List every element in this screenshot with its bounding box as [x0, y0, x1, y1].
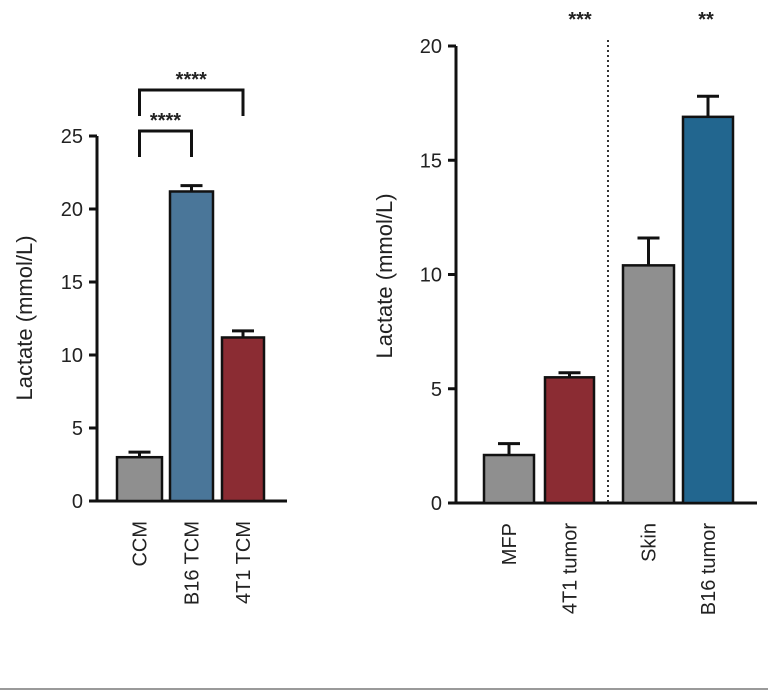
y-axis-label: Lactate (mmol/L)	[12, 235, 37, 400]
y-tick-label: 15	[420, 150, 442, 172]
y-tick-label: 5	[72, 418, 83, 440]
x-category-label: B16 tumor	[698, 523, 720, 616]
y-tick-label: 10	[61, 345, 83, 367]
bar-4t1-tumor	[543, 376, 596, 505]
y-tick-label: 20	[420, 36, 442, 58]
y-tick-label: 0	[431, 493, 442, 515]
y-tick-label: 20	[61, 199, 83, 221]
significance-bracket	[138, 88, 245, 116]
x-category-label: B16 TCM	[182, 521, 204, 605]
y-tick-label: 5	[431, 379, 442, 401]
bar-b16-tcm	[168, 190, 215, 503]
x-category-label: Skin	[639, 523, 661, 562]
significance-stars: ****	[176, 69, 207, 91]
significance-stars: **	[698, 9, 714, 31]
significance-bracket	[138, 129, 193, 157]
x-category-label: CCM	[130, 521, 152, 567]
bar-skin	[621, 264, 676, 505]
x-category-label: 4T1 TCM	[233, 521, 255, 604]
y-axis-label: Lactate (mmol/L)	[372, 193, 397, 358]
bar-4t1-tcm	[220, 336, 266, 503]
y-tick-label: 15	[61, 272, 83, 294]
significance-stars: ***	[568, 9, 592, 31]
significance-stars: ****	[150, 110, 181, 132]
x-category-label: MFP	[499, 523, 521, 565]
bottom-divider	[0, 688, 768, 690]
bar-mfp	[482, 453, 536, 505]
y-tick-label: 0	[72, 491, 83, 513]
bar-b16-tumor	[681, 115, 735, 505]
x-category-label: 4T1 tumor	[560, 523, 582, 614]
y-tick-label: 10	[420, 265, 442, 287]
bar-ccm	[115, 455, 164, 503]
y-tick-label: 25	[61, 126, 83, 148]
